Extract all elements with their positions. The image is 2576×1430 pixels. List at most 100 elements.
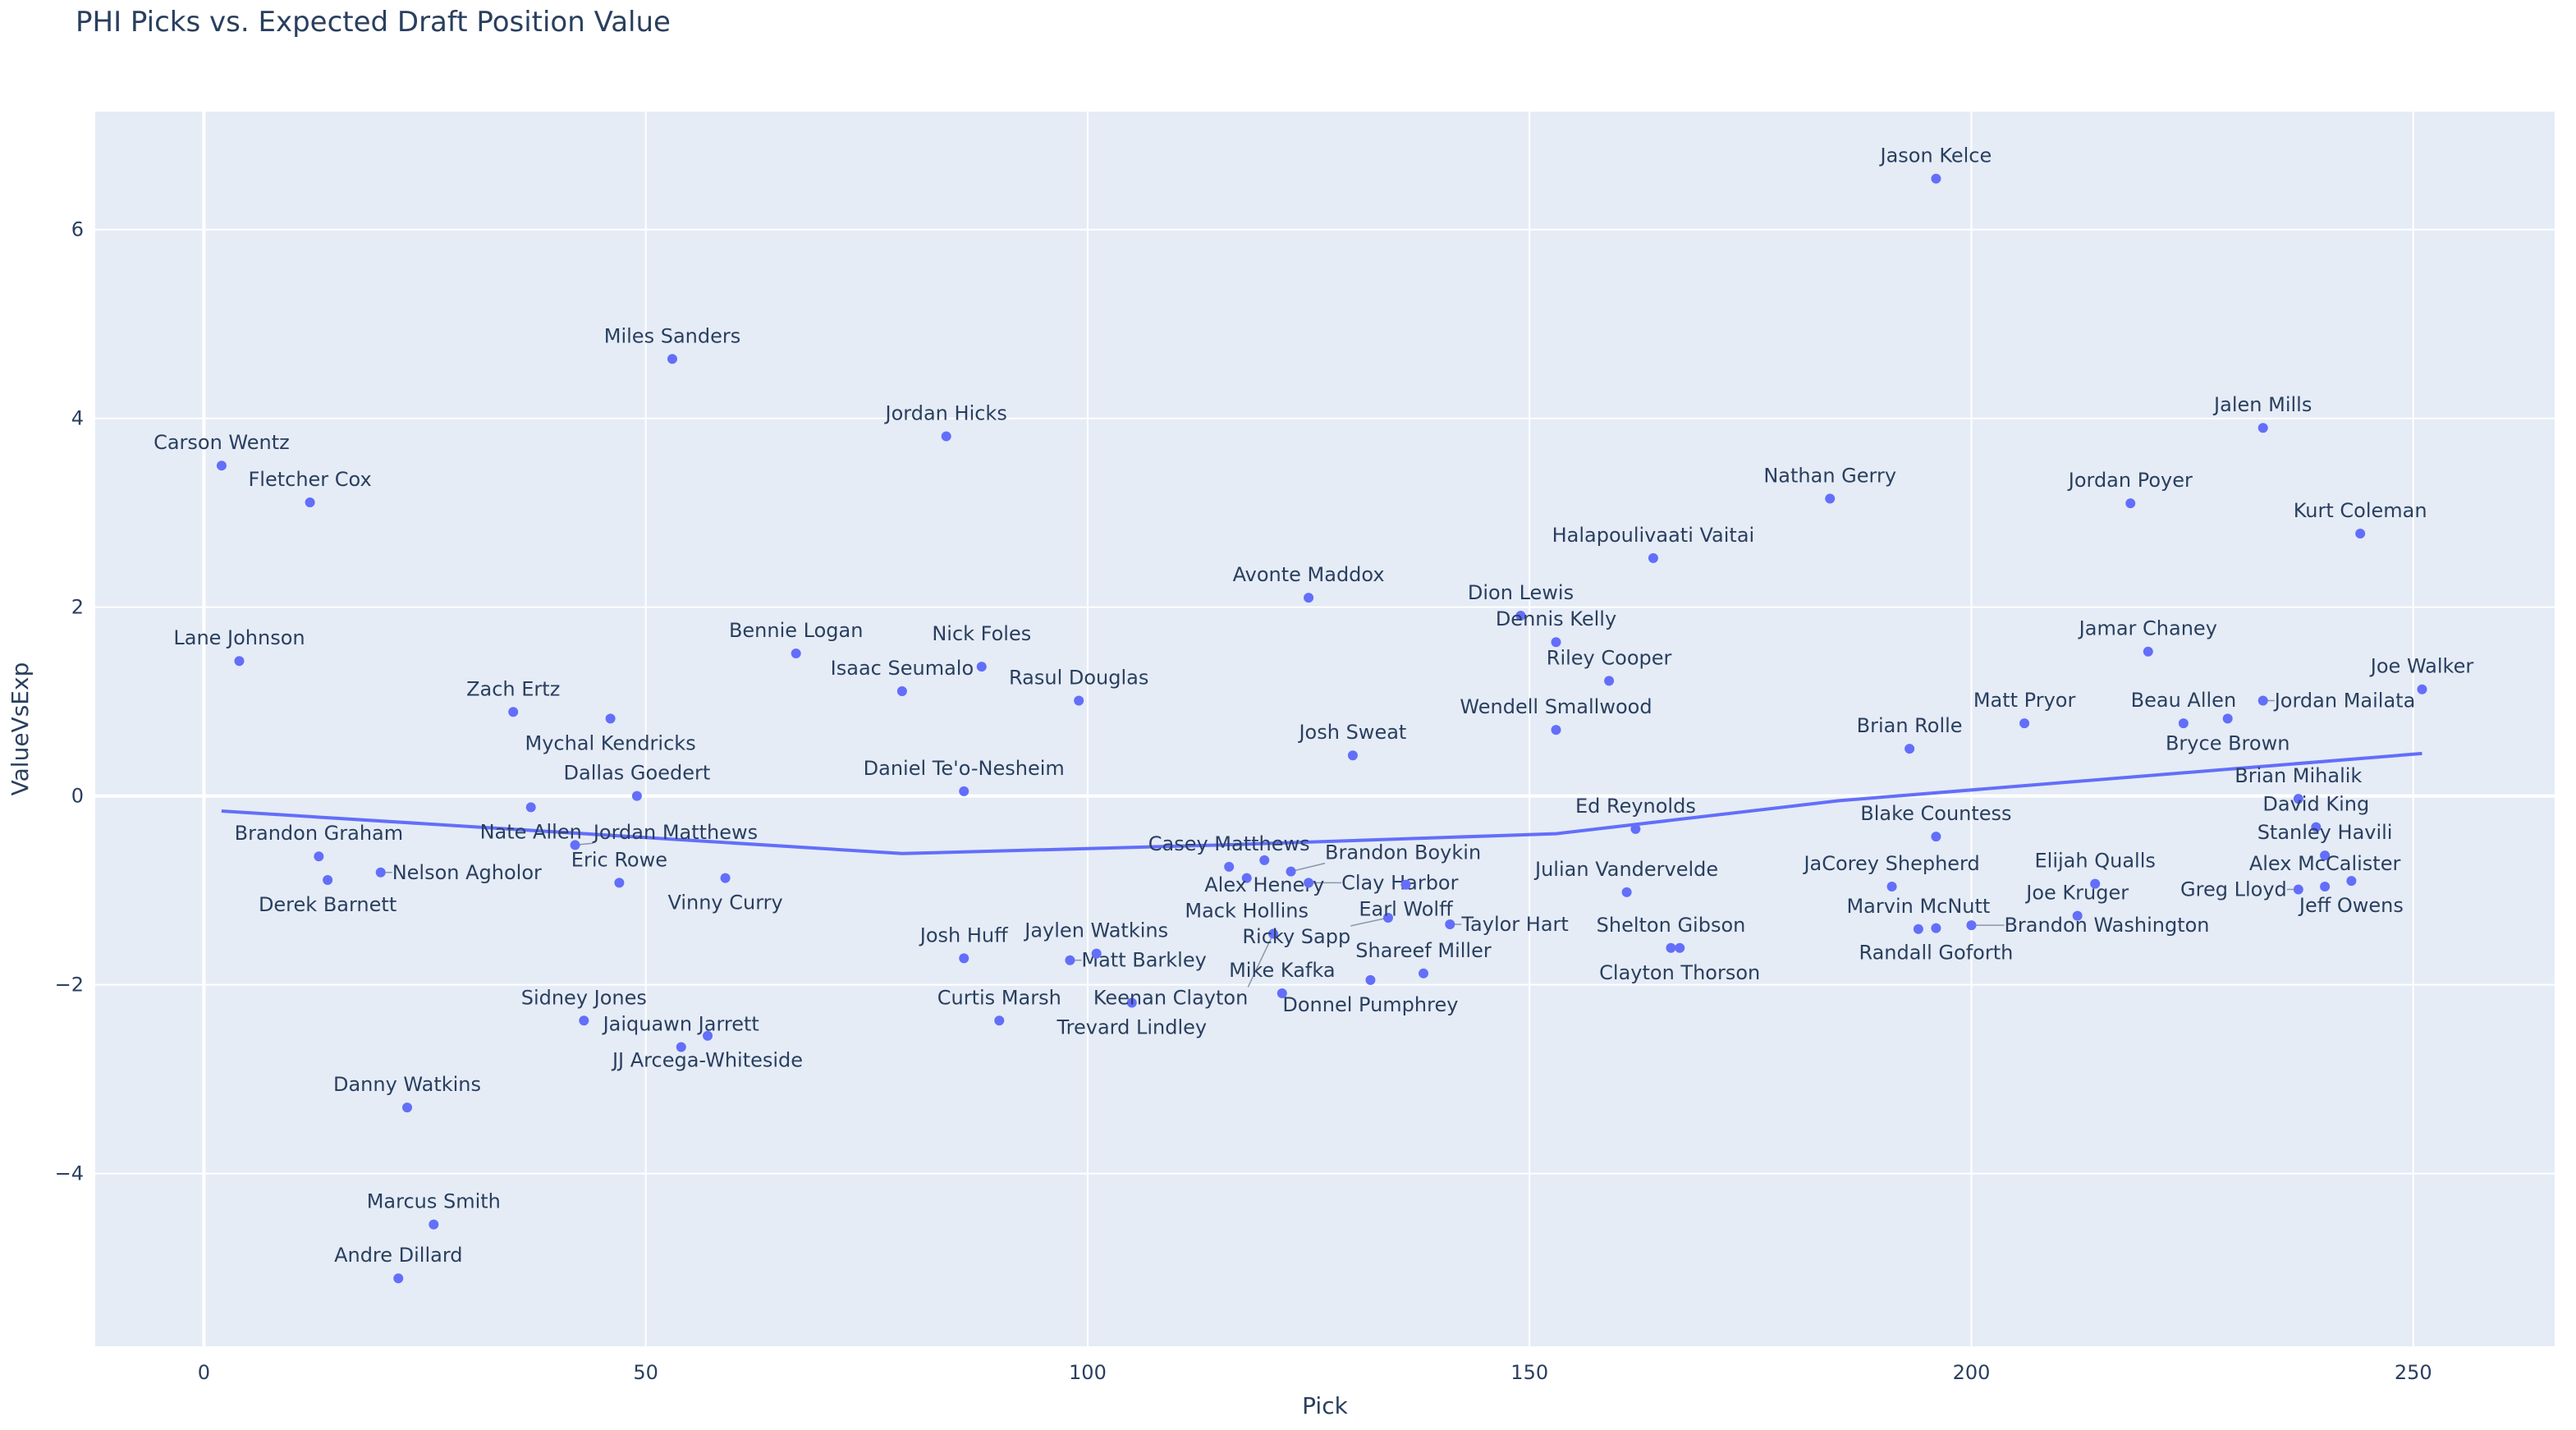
point-marker [959,953,969,964]
point-marker [2311,822,2322,832]
point-label: Miles Sanders [604,324,740,347]
point-label: Beau Allen [2131,689,2237,712]
point-marker [2072,910,2083,921]
data-point: Daniel Te'o-Nesheim [864,757,1065,796]
point-marker [2090,878,2101,889]
data-point: Halapoulivaati Vaitai [1552,524,1754,563]
data-point: Jordan Mailata [2257,690,2415,713]
y-axis-ticks: −4 −2 0 2 4 6 [55,218,84,1185]
point-label: Earl Wolff [1359,898,1453,921]
point-label: Bennie Logan [729,619,864,642]
point-label: Sidney Jones [521,986,647,1009]
point-label: Jamar Chaney [2078,617,2217,640]
data-point: Nathan Gerry [1763,464,1896,504]
point-marker [1886,882,1897,892]
point-marker [1551,725,1561,736]
data-point: Matt Barkley [1065,949,1207,972]
point-marker [2346,876,2357,887]
point-label: Avonte Maddox [1233,563,1385,586]
point-label: Fletcher Cox [248,468,371,491]
data-point: Jordan Hicks [884,402,1007,442]
data-point: Dennis Kelly [1496,607,1616,648]
point-label: Bryce Brown [2166,731,2290,754]
data-point: JaCorey Shepherd [1802,852,1980,892]
point-marker [791,649,801,659]
trend-line [221,751,2422,855]
point-marker [375,867,386,878]
point-marker [2143,646,2153,657]
data-point: Josh Sweat [1297,721,1406,761]
point-marker [2320,882,2331,892]
point-label: Jason Kelce [1879,144,1992,167]
point-label: Dion Lewis [1468,581,1574,604]
point-marker [570,840,580,850]
point-label: Trevard Lindley [1057,1016,1208,1039]
point-marker [1931,832,1941,842]
point-label: Taylor Hart [1460,913,1568,936]
data-point: Isaac Seumalo [831,657,974,697]
point-marker [1241,873,1252,883]
point-label: Nathan Gerry [1763,464,1896,487]
data-point: Vinny Curry [667,873,783,914]
data-point: Derek Barnett [259,874,396,916]
data-point: Randall Goforth [1859,923,2013,965]
data-point: Brian Mihalik [2235,764,2362,804]
point-label: Elijah Qualls [2035,850,2156,873]
point-label: Alex McCalister [2249,852,2401,875]
chart-title: PHI Picks vs. Expected Draft Position Va… [76,6,671,39]
point-marker [2222,713,2233,724]
point-marker [614,878,625,888]
point-label: Shareef Miller [1355,939,1492,962]
data-point: Mychal Kendricks [525,713,696,754]
point-label: Donnel Pumphrey [1282,993,1458,1016]
data-point: Trevard Lindley [1057,997,1208,1039]
data-point: Danny Watkins [333,1073,481,1113]
point-label: Dennis Kelly [1496,607,1616,630]
point-marker [2293,794,2303,804]
label-leader-line [1247,933,1274,988]
point-marker [1347,750,1358,761]
data-point: Greg Lloyd [2180,878,2303,901]
point-marker [1277,988,1287,998]
point-marker [234,656,245,667]
point-label: Carson Wentz [154,431,290,454]
point-label: Jaylen Watkins [1023,919,1168,942]
data-point: Bennie Logan [729,619,864,659]
x-tick-label: 150 [1510,1361,1548,1384]
point-marker [976,662,987,672]
data-point: Josh Huff [919,924,1008,964]
point-marker [1382,912,1393,923]
point-marker [216,461,227,471]
points-layer: Carson Wentz Lane Johnson Fletcher Cox Bran… [154,144,2473,1284]
point-marker [2355,528,2366,539]
data-point: Rasul Douglas [1009,667,1148,706]
data-point: Wendell Smallwood [1460,695,1652,736]
point-marker [2293,884,2303,895]
point-marker [2257,695,2268,706]
x-tick-label: 0 [198,1361,210,1384]
y-tick-label: 4 [71,407,84,430]
data-point: Avonte Maddox [1233,563,1385,603]
data-point: Andre Dillard [334,1244,463,1284]
data-point: Beau Allen [2131,689,2237,729]
label-leader-line [1290,862,1326,873]
point-label: Ricky Sapp [1242,925,1350,948]
data-point: Donnel Pumphrey [1282,974,1458,1016]
data-point: Jordan Poyer [2067,469,2193,509]
point-marker [1648,552,1658,563]
point-marker [676,1042,686,1052]
point-label: Mack Hollins [1185,900,1309,923]
point-label: Jeff Owens [2298,894,2404,917]
point-label: Riley Cooper [1547,646,1672,669]
point-marker [1931,173,1941,184]
point-marker [1365,974,1376,985]
point-marker [631,791,642,801]
point-label: Vinny Curry [667,891,782,914]
data-point: Jason Kelce [1879,144,1992,184]
point-label: Greg Lloyd [2180,878,2287,901]
point-label: JaCorey Shepherd [1802,852,1979,875]
data-point: Ed Reynolds [1575,795,1696,834]
x-tick-label: 200 [1953,1361,1991,1384]
data-point: Fletcher Cox [248,468,372,508]
